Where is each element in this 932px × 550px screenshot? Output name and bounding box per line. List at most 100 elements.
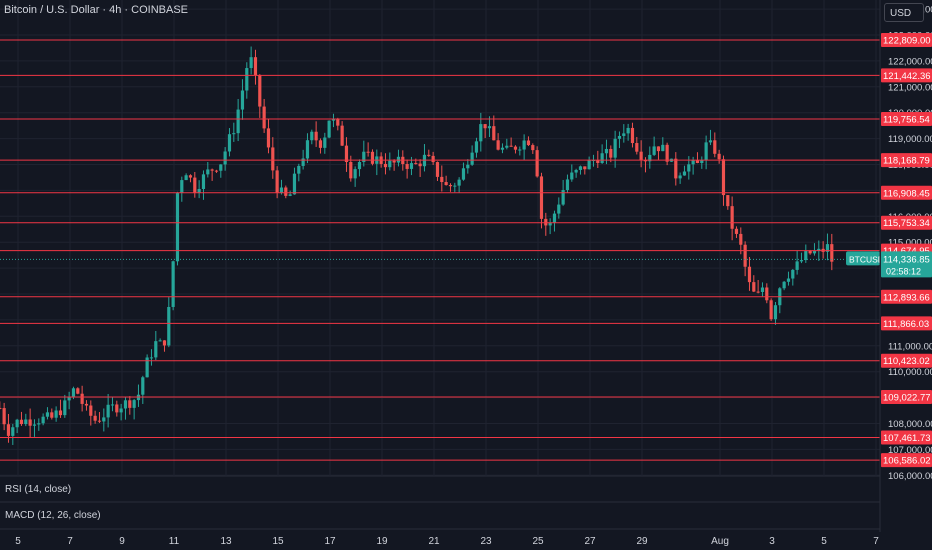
- level-price-label: 118,168.79: [883, 156, 930, 167]
- candle-body: [188, 175, 193, 178]
- candle-body: [232, 133, 236, 135]
- candle-body: [32, 424, 37, 426]
- candle-body: [461, 168, 466, 180]
- candle-body: [544, 218, 548, 226]
- candle-body: [305, 140, 310, 159]
- candle-body: [158, 340, 162, 342]
- candle-body: [76, 388, 80, 394]
- last-price-tag: [881, 251, 932, 278]
- level-price-tag: [881, 112, 932, 127]
- candle-body: [67, 396, 71, 401]
- candle-body: [808, 250, 812, 254]
- candle-body: [128, 400, 132, 408]
- candle-body: [539, 176, 544, 219]
- level-price-label: 122,809.00: [883, 35, 931, 46]
- candle-body: [418, 163, 422, 167]
- candle-body: [691, 160, 695, 165]
- candle-body: [24, 419, 28, 425]
- level-price-tag: [881, 316, 932, 331]
- candle-body: [505, 145, 509, 148]
- x-tick-label: 13: [220, 536, 232, 547]
- time-axis[interactable]: 5 7 9 11 13 15 17 19 21 23 25 27 29 Aug 3 5 7: [15, 536, 879, 547]
- candle-body: [331, 119, 336, 121]
- candle-body: [141, 377, 145, 395]
- candle-body: [362, 151, 366, 163]
- candle-body: [301, 158, 305, 166]
- candle-body: [492, 126, 496, 141]
- candle-body: [552, 213, 557, 223]
- candle-body: [470, 152, 474, 165]
- candle-body: [487, 126, 492, 129]
- x-tick-label: 21: [428, 536, 440, 547]
- level-price-label: 109,022.77: [883, 393, 931, 404]
- candle-body: [236, 109, 240, 134]
- candle-body: [197, 188, 201, 193]
- level-price-label: 106,586.02: [883, 456, 931, 467]
- candle-body: [817, 248, 821, 251]
- y-tick-label: 122,000.00: [888, 56, 932, 67]
- candle-body: [193, 177, 197, 193]
- y-tick-label: 110,000.00: [888, 367, 932, 378]
- candle-body: [314, 131, 318, 141]
- y-tick-label: 107,000.00: [888, 445, 932, 456]
- candle-body: [466, 164, 470, 169]
- level-price-tag: [881, 185, 932, 200]
- candle-body: [102, 417, 106, 422]
- candle-body: [297, 165, 301, 174]
- macd-indicator-title[interactable]: MACD (12, 26, close): [5, 510, 101, 521]
- candle-body: [279, 187, 284, 193]
- candle-body: [622, 133, 626, 136]
- candle-body: [123, 400, 128, 409]
- candle-body: [440, 176, 444, 183]
- candle-body: [292, 173, 297, 195]
- symbol-tag[interactable]: [846, 251, 880, 266]
- candle-body: [50, 412, 54, 418]
- y-tick-label: 115,000.00: [888, 238, 932, 249]
- horizontal-levels-layer: BTCUSD: [0, 39, 884, 461]
- rsi-indicator-title[interactable]: RSI (14, close): [5, 484, 72, 495]
- candle-body: [353, 169, 357, 179]
- candle-body: [561, 190, 565, 205]
- candle-body: [665, 144, 669, 162]
- candle-body: [167, 306, 171, 346]
- candle-body: [175, 192, 180, 262]
- candle-body: [695, 160, 700, 164]
- candle-body: [717, 153, 721, 160]
- candle-body: [266, 128, 271, 148]
- y-tick-label: 119,000.00: [888, 134, 932, 145]
- candle-body: [617, 135, 622, 139]
- symbol-title[interactable]: Bitcoin / U.S. Dollar · 4h · COINBASE: [4, 4, 188, 16]
- candle-body: [743, 244, 747, 267]
- candle-body: [769, 300, 773, 320]
- x-tick-label: 19: [376, 536, 388, 547]
- candle-body: [210, 169, 214, 171]
- price-axis[interactable]: 106,000.00107,000.00108,000.00109,000.00…: [879, 0, 932, 550]
- candle-body: [661, 144, 665, 152]
- candle-body: [288, 194, 292, 196]
- candle-body: [613, 138, 617, 158]
- candle-body: [639, 151, 643, 160]
- candle-body: [713, 140, 717, 154]
- candle-body: [409, 163, 414, 169]
- candle-body: [323, 137, 327, 148]
- x-tick-label: 29: [636, 536, 648, 547]
- x-tick-label: 7: [873, 536, 879, 547]
- candle-body: [366, 151, 370, 153]
- candle-body: [349, 161, 353, 179]
- candle-body: [383, 163, 388, 168]
- x-tick-label: 27: [584, 536, 596, 547]
- level-price-label: 119,756.54: [883, 115, 930, 126]
- candle-body: [206, 169, 210, 175]
- candle-body: [509, 145, 513, 147]
- candle-body: [479, 124, 483, 142]
- candle-body: [830, 244, 834, 262]
- candle-body: [600, 153, 604, 163]
- candle-body: [223, 151, 227, 165]
- candle-body: [522, 140, 526, 150]
- level-price-tag: [881, 353, 932, 368]
- candle-countdown-label: 02:58:12: [886, 266, 921, 276]
- candle-body: [782, 281, 786, 289]
- candle-body: [37, 423, 41, 425]
- currency-button[interactable]: USD: [884, 3, 924, 22]
